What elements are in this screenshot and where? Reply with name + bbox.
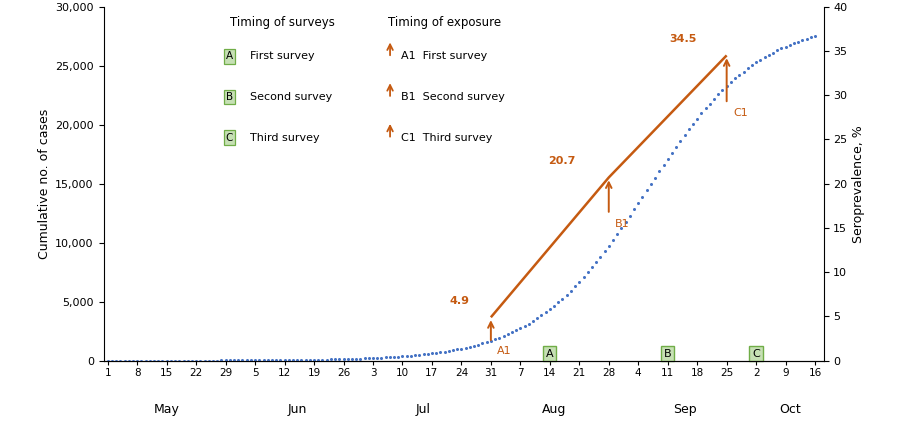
Y-axis label: Cumulative no. of cases: Cumulative no. of cases (38, 108, 51, 259)
Text: B: B (664, 349, 671, 358)
Text: 4.9: 4.9 (450, 296, 470, 306)
Text: Second survey: Second survey (249, 92, 332, 102)
Text: Third survey: Third survey (249, 133, 320, 142)
Text: 20.7: 20.7 (548, 156, 575, 166)
Text: Jun: Jun (287, 403, 307, 416)
Text: B1  Second survey: B1 Second survey (400, 92, 505, 102)
Text: B1: B1 (615, 219, 630, 229)
Text: Jul: Jul (416, 403, 431, 416)
Text: C: C (226, 133, 233, 142)
Text: C1: C1 (733, 108, 748, 118)
Text: A1  First survey: A1 First survey (400, 51, 487, 61)
Text: Aug: Aug (542, 403, 566, 416)
Text: Timing of exposure: Timing of exposure (388, 16, 501, 29)
Text: C: C (752, 349, 760, 358)
Y-axis label: Seroprevalence, %: Seroprevalence, % (851, 125, 865, 242)
Text: Oct: Oct (778, 403, 801, 416)
Text: 34.5: 34.5 (670, 34, 698, 44)
Text: A1: A1 (497, 345, 512, 356)
Text: First survey: First survey (249, 51, 314, 61)
Text: C1  Third survey: C1 Third survey (400, 133, 492, 142)
Text: Sep: Sep (672, 403, 697, 416)
Text: Timing of surveys: Timing of surveys (230, 16, 335, 29)
Text: A: A (546, 349, 554, 358)
Text: A: A (226, 51, 233, 61)
Text: B: B (226, 92, 233, 102)
Text: May: May (154, 403, 180, 416)
